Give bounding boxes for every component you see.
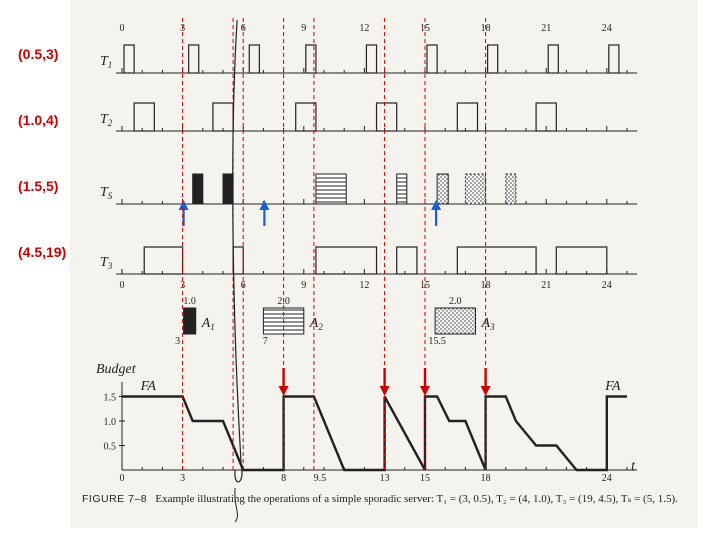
aperiodic-name-2: A2 (309, 316, 324, 332)
t1-job (547, 44, 559, 74)
pen-mark (232, 19, 243, 483)
t2-job (535, 102, 557, 132)
t1-job (487, 44, 499, 74)
budget-t-axis-label: t (631, 459, 636, 474)
mid-tick-label: 24 (602, 280, 612, 291)
t3-job (143, 246, 184, 275)
t3-job (396, 246, 418, 275)
t1-job (365, 44, 378, 74)
ts-exec-a1 (192, 173, 204, 205)
caption-text: Example illustrating the operations of a… (155, 493, 678, 505)
lane-label-ts: TS (100, 185, 113, 201)
mid-tick-label: 21 (541, 280, 551, 291)
t2-job (212, 102, 234, 132)
budget-x-tick-label: 0 (120, 473, 125, 484)
budget-y-tick-label: 1.5 (104, 393, 117, 404)
aperiodic-name-1: A1 (201, 316, 215, 332)
top-tick-label: 12 (359, 23, 369, 34)
budget-x-tick-label: 18 (481, 473, 491, 484)
budget-curve (122, 395, 627, 472)
budget-x-tick-label: 24 (602, 473, 612, 484)
t1-param-label: (0.5,3) (18, 46, 59, 62)
caption-figure-number: FIGURE 7–8 (82, 493, 148, 505)
t2-job (375, 102, 398, 132)
ts-param-label: (1.5,5) (18, 178, 59, 194)
aperiodic-release-label: 15.5 (428, 336, 446, 347)
aperiodic-job-1 (183, 307, 197, 335)
t1-job (608, 44, 620, 74)
pen-mark (234, 487, 238, 523)
mid-tick-label: 0 (120, 280, 125, 291)
t2-param-label: (1.0,4) (18, 112, 59, 128)
ts-exec-a3 (436, 173, 449, 205)
budget-y-tick-label: 1.0 (104, 417, 117, 428)
budget-x-tick-label: 9.5 (314, 473, 327, 484)
arrival-arrow-head (259, 200, 270, 210)
aperiodic-size-label: 1.0 (183, 296, 196, 307)
lane-label-t3: T3 (100, 255, 113, 271)
mid-tick-label: 12 (359, 280, 369, 291)
t3-job (555, 246, 608, 275)
fa-left-label: FA (140, 379, 157, 394)
t1-job (248, 44, 260, 74)
budget-title: Budget (96, 362, 137, 377)
lane-label-t1: T1 (100, 54, 112, 70)
top-tick-label: 0 (120, 23, 125, 34)
top-tick-label: 9 (301, 23, 306, 34)
fa-right-label: FA (604, 379, 621, 394)
t1-job (426, 44, 438, 74)
t1-job (123, 44, 135, 74)
budget-x-tick-label: 8 (281, 473, 286, 484)
t2-job (133, 102, 155, 132)
aperiodic-job-3 (434, 307, 477, 335)
ts-exec-a1 (222, 173, 234, 205)
top-tick-label: 21 (541, 23, 551, 34)
budget-y-tick-label: 0.5 (104, 442, 117, 453)
aperiodic-release-label: 7 (263, 336, 268, 347)
aperiodic-release-label: 3 (175, 336, 180, 347)
budget-x-tick-label: 3 (180, 473, 185, 484)
mid-tick-label: 9 (301, 280, 306, 291)
aperiodic-name-3: A3 (481, 316, 496, 332)
t3-job (456, 246, 537, 275)
t1-job (305, 44, 317, 74)
lane-label-t2: T2 (100, 112, 113, 128)
t2-job (456, 102, 479, 132)
t3-job (232, 246, 244, 275)
budget-x-tick-label: 15 (420, 473, 430, 484)
t2-job (295, 102, 317, 132)
t3-param-label: (4.5,19) (18, 244, 67, 260)
t3-job (315, 246, 378, 275)
ts-exec-a3 (505, 173, 517, 205)
ts-exec-a2 (315, 173, 347, 205)
ts-exec-a2 (396, 173, 408, 205)
top-tick-label: 24 (602, 23, 612, 34)
aperiodic-size-label: 2.0 (449, 296, 462, 307)
arrival-arrow-head (178, 200, 189, 210)
figure-caption: FIGURE 7–8 Example illustrating the oper… (82, 492, 692, 507)
arrival-arrow-head (431, 200, 442, 210)
t1-job (188, 44, 200, 74)
budget-x-tick-label: 13 (380, 473, 390, 484)
ts-exec-a3 (464, 173, 487, 205)
